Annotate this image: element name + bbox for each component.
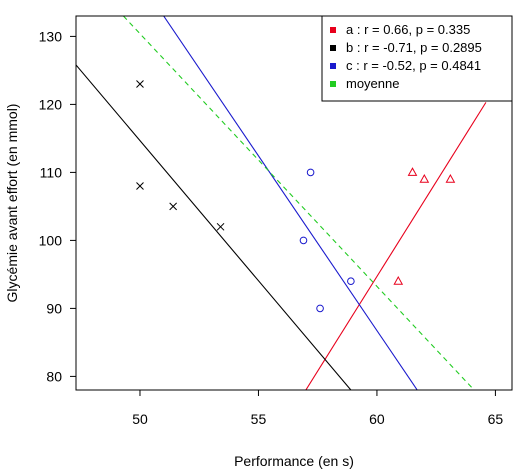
y-tick-label: 110 (40, 164, 63, 180)
point-a (419, 173, 430, 183)
x-tick-label: 60 (369, 411, 385, 427)
fit-line-a (305, 102, 487, 390)
legend-box (321, 15, 513, 102)
legend-swatch (330, 63, 336, 69)
point-a (445, 173, 456, 183)
legend: a : r = 0.66, p = 0.335 b : r = -0.71, p … (321, 15, 513, 102)
data-points (136, 80, 456, 313)
point-a (407, 167, 418, 176)
legend-entry: c : r = -0.52, p = 0.4841 (346, 58, 481, 73)
x-tick-label: 65 (488, 411, 504, 427)
point-c (306, 168, 315, 177)
fit-lines (76, 16, 487, 390)
y-tick-label: 100 (39, 232, 63, 248)
y-tick-label: 80 (46, 368, 62, 384)
legend-swatch (330, 27, 336, 33)
legend-entry: moyenne (346, 76, 399, 91)
x-tick-label: 55 (251, 411, 267, 427)
point-b (216, 222, 225, 231)
y-axis: 80 90 100 110 120 130 (39, 28, 76, 384)
fit-line-c (163, 16, 418, 390)
point-c (316, 304, 324, 313)
point-a (393, 275, 404, 285)
x-axis-label: Performance (en s) (234, 453, 354, 469)
x-axis: 50 55 60 65 (132, 390, 503, 427)
point-c (347, 277, 355, 286)
x-tick-label: 50 (132, 411, 148, 427)
fit-line-moyenne (122, 16, 475, 390)
plot-frame (75, 15, 513, 391)
y-tick-label: 120 (39, 96, 63, 112)
point-b (136, 80, 144, 88)
point-c (299, 236, 308, 245)
y-axis-label: Glycémie avant effort (en mmol) (4, 104, 20, 303)
legend-entry: a : r = 0.66, p = 0.335 (346, 22, 470, 37)
legend-entry: b : r = -0.71, p = 0.2895 (346, 40, 482, 55)
legend-swatch (330, 45, 336, 51)
fit-line-b (76, 64, 352, 390)
y-tick-label: 90 (46, 300, 62, 316)
point-b (136, 182, 144, 190)
point-b (169, 202, 178, 211)
legend-swatch (330, 81, 336, 87)
y-tick-label: 130 (39, 28, 63, 44)
